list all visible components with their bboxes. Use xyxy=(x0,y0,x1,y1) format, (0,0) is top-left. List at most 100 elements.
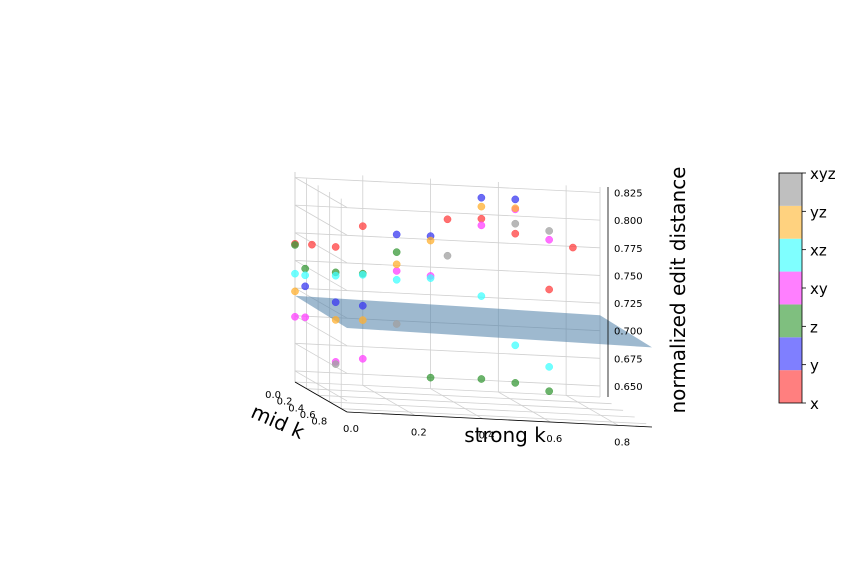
data-point-yz xyxy=(358,316,367,324)
fit-plane-layer xyxy=(295,295,652,348)
y-axis-line xyxy=(346,411,653,428)
grid-line-back-horizontal xyxy=(294,204,601,221)
data-point-xz xyxy=(545,363,553,371)
grid-line-back-horizontal xyxy=(294,260,601,276)
z-tick-label: 0.700 xyxy=(614,327,643,338)
data-point-xy xyxy=(545,235,553,244)
y-tick-label: 0.6 xyxy=(546,434,562,445)
data-point-xy xyxy=(392,267,401,275)
grid-line-back-horizontal xyxy=(294,232,601,249)
z-tick-label: 0.675 xyxy=(614,354,643,365)
grid-line-back-horizontal xyxy=(294,342,601,359)
data-point-y xyxy=(301,282,309,291)
data-point-x xyxy=(358,222,367,230)
data-point-xz xyxy=(426,274,435,282)
data-point-yz xyxy=(477,202,486,211)
colorbar-label: xyz xyxy=(810,165,836,183)
data-point-y xyxy=(477,193,486,202)
grid-line-floor xyxy=(430,388,483,420)
grid-line-floor xyxy=(498,391,551,423)
data-point-yz xyxy=(426,236,435,245)
data-point-x xyxy=(545,285,553,294)
colorbar-label: xy xyxy=(810,280,828,298)
data-point-xyz xyxy=(331,360,340,368)
colorbar-label: y xyxy=(810,357,819,375)
data-point-xy xyxy=(301,313,309,322)
grid-layer xyxy=(294,172,647,426)
colorbar-segment-z xyxy=(779,304,802,338)
z-axis-label: normalized edit distance xyxy=(666,167,690,414)
colorbar-segment-xyz xyxy=(779,173,802,206)
data-point-z xyxy=(477,375,486,383)
data-point-y xyxy=(392,230,401,239)
z-tick-label: 0.800 xyxy=(614,216,643,227)
z-tick-label: 0.725 xyxy=(614,299,643,310)
colorbar-segment-xz xyxy=(779,238,802,272)
data-point-xz xyxy=(331,271,340,280)
data-point-xy xyxy=(358,355,367,363)
data-point-xz xyxy=(477,292,486,300)
data-point-x xyxy=(308,240,316,249)
data-point-z xyxy=(291,241,299,249)
x-axis-line xyxy=(294,381,348,413)
grid-line-floor xyxy=(306,388,612,405)
data-point-x xyxy=(443,215,452,224)
grid-line-floor xyxy=(318,394,624,411)
data-point-z xyxy=(301,264,309,273)
data-point-xy xyxy=(477,221,486,230)
y-tick-label: 0.8 xyxy=(614,437,630,448)
colorbar-label: yz xyxy=(810,203,827,221)
x-tick-label: 0.6 xyxy=(300,410,316,421)
axis-layer: 0.00.20.40.60.80.0 0.2 0.4 0.6 0.80.6500.675… xyxy=(265,187,653,448)
data-point-x xyxy=(569,243,577,252)
colorbar-segment-x xyxy=(779,370,802,403)
grid-line-left-horizontal xyxy=(294,342,348,374)
data-point-xz xyxy=(358,271,367,279)
colorbar-label: z xyxy=(810,318,818,336)
data-point-z xyxy=(545,387,553,395)
x-tick-label: 0.8 xyxy=(311,417,327,428)
data-point-y xyxy=(331,298,340,307)
data-point-xyz xyxy=(443,251,452,260)
grid-line-floor xyxy=(341,408,647,425)
data-point-xz xyxy=(392,275,401,284)
z-tick-label: 0.650 xyxy=(614,382,643,393)
grid-line-back-horizontal xyxy=(294,177,601,193)
data-point-x xyxy=(511,229,520,238)
colorbar-label: xz xyxy=(810,242,827,260)
z-tick-label: 0.775 xyxy=(614,244,643,255)
grid-line-left-horizontal xyxy=(294,204,348,236)
data-point-z xyxy=(426,373,435,382)
y-axis-label: strong k xyxy=(464,423,546,447)
data-point-xyz xyxy=(392,320,401,328)
x-tick-label: 0.4 xyxy=(288,403,304,414)
data-point-y xyxy=(511,195,520,204)
grid-line-floor xyxy=(565,394,619,426)
colorbar-segment-xy xyxy=(779,271,802,305)
data-point-yz xyxy=(331,316,340,324)
data-point-xyz xyxy=(511,219,520,228)
data-point-z xyxy=(511,379,520,387)
z-tick-label: 0.825 xyxy=(614,189,643,200)
data-point-xz xyxy=(301,271,309,280)
z-tick-label: 0.750 xyxy=(614,271,643,282)
y-tick-label: 0.4 xyxy=(479,431,495,442)
points-layer xyxy=(291,193,577,395)
x-tick-label: 0.2 xyxy=(277,397,293,408)
grid-line-back-horizontal xyxy=(294,287,601,304)
grid-line-floor xyxy=(329,401,635,418)
y-tick-label: 0.0 xyxy=(343,424,359,435)
data-point-xy xyxy=(291,312,299,321)
colorbar-segment-y xyxy=(779,337,802,371)
data-point-xz xyxy=(511,341,520,350)
data-point-yz xyxy=(291,287,299,296)
grid-line-floor xyxy=(362,384,415,416)
data-point-xyz xyxy=(545,227,553,235)
fit-plane xyxy=(295,295,652,348)
data-point-x xyxy=(477,214,486,223)
grid-line-back-horizontal xyxy=(294,370,601,387)
colorbar-segment-yz xyxy=(779,205,802,239)
